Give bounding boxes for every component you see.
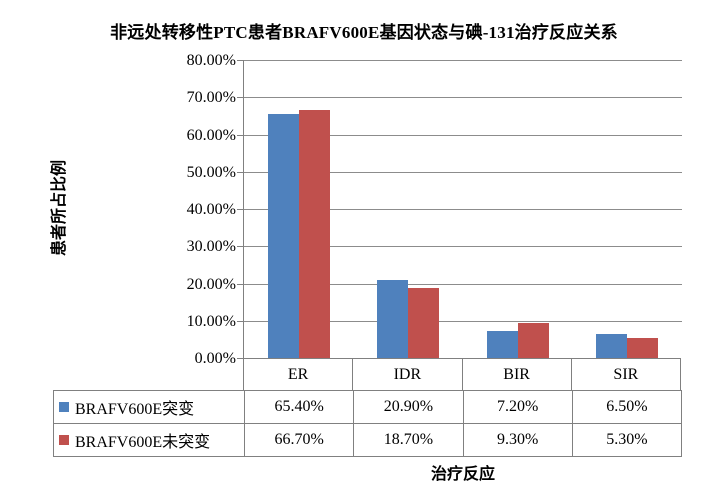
- bar-idr-series-1: [408, 288, 439, 358]
- bar-idr-series-0: [377, 280, 408, 358]
- y-tick-label: 30.00%: [186, 238, 236, 255]
- data-table-body: BRAFV600E突变 65.40% 20.90% 7.20% 6.50% BRAFV60…: [53, 390, 683, 457]
- data-table: BRAFV600E突变 65.40% 20.90% 7.20% 6.50% BRAFV60…: [53, 390, 683, 457]
- legend-item: BRAFV600E未突变: [53, 423, 245, 457]
- legend-series-name: BRAFV600E未突变: [75, 434, 211, 451]
- y-axis-tick: [237, 172, 244, 173]
- table-cell-idr-series-0: 20.90%: [353, 390, 464, 424]
- gridline: [244, 135, 682, 136]
- gridline: [244, 97, 682, 98]
- chart-title: 非远处转移性PTC患者BRAFV600E基因状态与碘-131治疗反应关系: [110, 23, 618, 42]
- y-tick-label: 70.00%: [186, 89, 236, 106]
- gridline: [244, 60, 682, 61]
- legend-series-name: BRAFV600E突变: [75, 401, 195, 418]
- gridline: [244, 209, 682, 210]
- bar-bir-series-1: [518, 323, 549, 358]
- y-axis-tick: [237, 135, 244, 136]
- category-label-er: ER: [244, 359, 354, 390]
- bar-er-series-0: [268, 114, 299, 358]
- category-label-sir: SIR: [613, 365, 639, 383]
- x-axis-title: 治疗反应: [430, 466, 495, 483]
- y-tick-label: 80.00%: [186, 52, 236, 69]
- bar-sir-series-1: [627, 338, 658, 358]
- table-cell-er-series-1: 66.70%: [243, 423, 355, 457]
- legend-item: BRAFV600E突变: [53, 390, 245, 424]
- table-cell-idr-series-1: 18.70%: [353, 423, 464, 457]
- table-row: BRAFV600E未突变 66.70% 18.70% 9.30% 5.30%: [53, 423, 683, 457]
- table-cell-bir-series-1: 9.30%: [462, 423, 573, 457]
- category-label-idr: IDR: [353, 359, 463, 390]
- table-cell-bir-series-0: 7.20%: [462, 390, 573, 424]
- y-tick-label: 0.00%: [194, 350, 236, 367]
- table-cell-sir-series-1: 5.30%: [571, 423, 683, 457]
- plot-area: [237, 60, 682, 359]
- y-axis-title: 患者所占比例: [51, 159, 68, 257]
- y-axis-tick: [237, 321, 244, 322]
- y-tick-label: 50.00%: [186, 164, 236, 181]
- y-axis-tick: [237, 97, 244, 98]
- legend-swatch-icon: [59, 402, 69, 412]
- bar-sir-series-0: [596, 334, 627, 358]
- category-label-bir: BIR: [463, 359, 572, 390]
- category-axis: ER IDR BIR SIR: [243, 358, 681, 390]
- table-cell-er-series-0: 65.40%: [243, 390, 355, 424]
- y-axis-tick: [237, 358, 244, 359]
- gridline: [244, 321, 682, 322]
- gridline: [244, 246, 682, 247]
- y-axis-tick: [237, 209, 244, 210]
- table-row: BRAFV600E突变 65.40% 20.90% 7.20% 6.50%: [53, 390, 683, 424]
- y-tick-label: 60.00%: [186, 127, 236, 144]
- table-cell-sir-series-0: 6.50%: [571, 390, 683, 424]
- y-tick-label: 10.00%: [186, 313, 236, 330]
- gridline: [244, 172, 682, 173]
- y-axis-tick: [237, 246, 244, 247]
- gridline: [244, 284, 682, 285]
- legend-swatch-icon: [59, 435, 69, 445]
- y-axis-tick: [237, 284, 244, 285]
- y-axis-tick: [237, 60, 244, 61]
- bar-er-series-1: [299, 110, 330, 358]
- y-tick-label: 20.00%: [186, 276, 236, 293]
- y-tick-label: 40.00%: [186, 201, 236, 218]
- bar-bir-series-0: [487, 331, 518, 358]
